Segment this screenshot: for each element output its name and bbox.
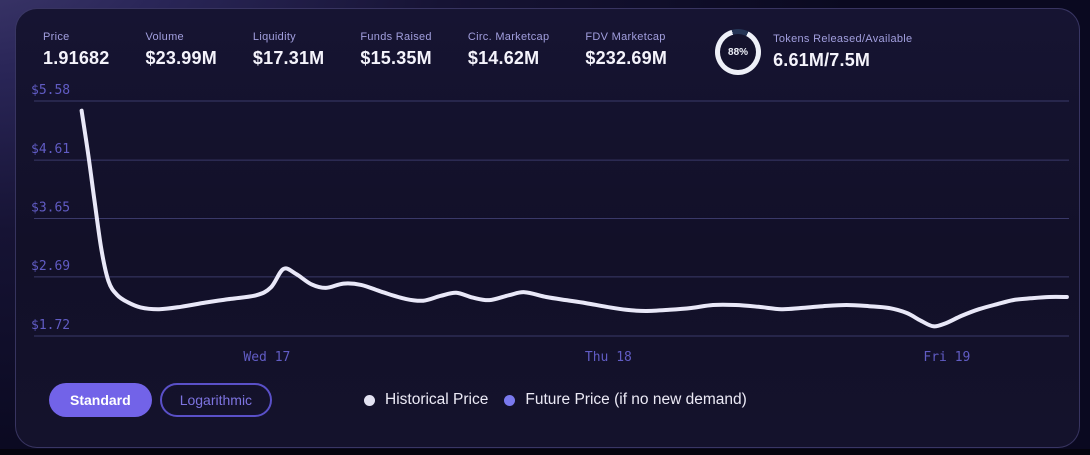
legend-historical-price: Historical Price [364,391,488,409]
stat-label: Circ. Marketcap [467,31,550,43]
svg-text:$1.72: $1.72 [31,318,70,333]
stat-value: $17.31M [252,48,325,68]
scale-toggle-group: Standard Logarithmic [49,383,273,417]
svg-text:Fri 19: Fri 19 [923,350,970,365]
stat-value: $23.99M [145,48,217,68]
stat-value: $14.62M [467,48,540,68]
historical-price-dot-icon [364,394,375,406]
stat-label: Tokens Released/Available [773,33,913,45]
stat-funds-raised: Funds Raised $15.35M [360,31,431,69]
price-chart[interactable]: $5.58 $4.61 $3.65 $2.69 $1.72 Wed 17 Thu 18 Fri… [16,9,1081,449]
stat-liquidity: Liquidity $17.31M [253,31,324,69]
token-chart-card: $5.58 $4.61 $3.65 $2.69 $1.72 Wed 17 Thu 18 Fri… [15,8,1080,448]
standard-scale-button[interactable]: Standard [49,383,152,417]
stat-label: Funds Raised [360,31,432,43]
logarithmic-scale-button[interactable]: Logarithmic [159,383,273,417]
ring-percent-label: 88% [728,46,749,58]
svg-text:$5.58: $5.58 [31,83,70,98]
stat-label: Liquidity [252,31,296,43]
stat-fdv-marketcap: FDV Marketcap $232.69M [585,31,667,69]
stat-price: Price 1.91682 [43,31,109,69]
stat-value: $15.35M [360,48,432,68]
svg-text:$2.69: $2.69 [31,259,70,274]
future-price-dot-icon [504,394,516,406]
legend-label: Future Price (if no new demand) [525,391,747,408]
svg-text:Wed 17: Wed 17 [243,350,290,365]
chart-legend: Historical Price Future Price (if no new… [364,391,747,409]
stat-label: Volume [145,31,184,43]
legend-label: Historical Price [385,391,489,408]
stat-volume: Volume $23.99M [145,31,216,69]
stat-value: 1.91682 [43,48,110,68]
stat-value: 6.61M/7.5M [773,50,871,70]
stats-row: Price 1.91682 Volume $23.99M Liquidity $… [43,29,912,75]
stat-label: Price [43,31,70,43]
stat-label: FDV Marketcap [585,31,666,43]
stat-tokens-text: Tokens Released/Available 6.61M/7.5M [773,33,912,71]
stat-value: $232.69M [585,48,668,68]
svg-text:$3.65: $3.65 [31,201,70,216]
svg-text:Thu 18: Thu 18 [585,350,632,365]
tokens-progress-ring-icon: 88% [715,29,762,75]
stat-circ-marketcap: Circ. Marketcap $14.62M [468,31,550,69]
svg-text:$4.61: $4.61 [31,142,70,157]
legend-future-price: Future Price (if no new demand) [504,391,747,409]
stat-tokens-released: 88% Tokens Released/Available 6.61M/7.5M [715,29,912,75]
